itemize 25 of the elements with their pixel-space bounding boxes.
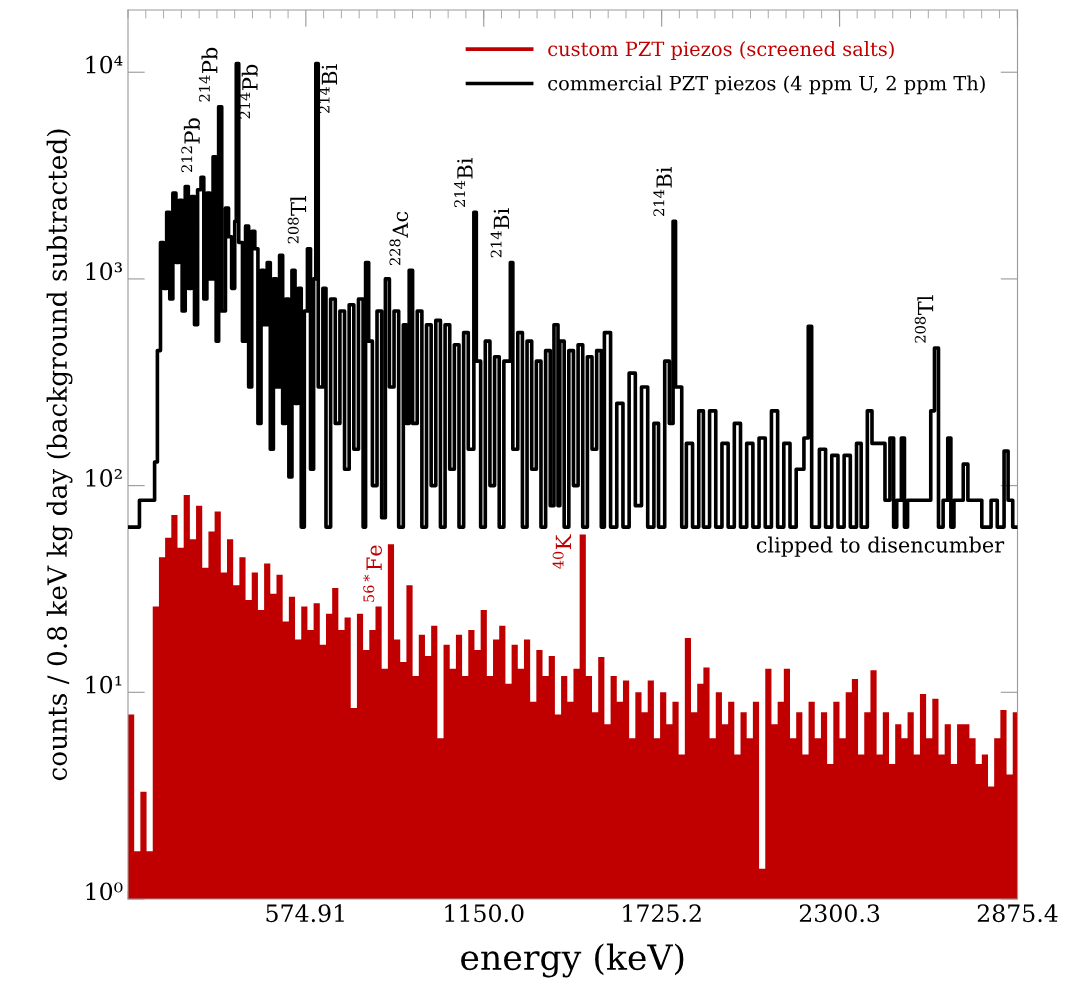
annotation: $^{214}$Bi — [653, 167, 672, 216]
legend-label: commercial PZT piezos (4 ppm U, 2 ppm Th) — [548, 75, 985, 95]
y-tick-label: 10⁴ — [86, 55, 123, 74]
y-tick-label: 10⁰ — [86, 882, 123, 901]
annotation: $^{40}$K — [552, 534, 571, 569]
annotation: $^{228}$Ac — [389, 211, 409, 266]
annotation: $^{56*}$Fe — [363, 545, 382, 602]
x-tick-label: 574.91 — [266, 904, 344, 923]
x-tick-label: 1150.0 — [445, 904, 524, 923]
annotation: $^{212}$Pb — [181, 118, 200, 173]
annotation: $^{214}$Bi — [454, 158, 473, 207]
y-axis-title: counts / 0.8 keV kg day (background subtracted) — [46, 129, 73, 781]
x-axis-title: energy (keV) — [461, 943, 684, 978]
annotation: clipped to disencumber — [756, 536, 1005, 557]
x-tick-label: 1725.2 — [623, 904, 701, 923]
x-tick-label: 2300.3 — [799, 904, 880, 923]
annotation: $^{214}$Bi — [490, 208, 510, 258]
legend-label: custom PZT piezos (screened salts) — [548, 41, 894, 60]
y-tick-label: 10³ — [86, 262, 122, 281]
y-tick-label: 10² — [86, 469, 122, 487]
annotation: $^{208}$Tl — [914, 295, 934, 343]
annotation: $^{208}$Tl — [287, 196, 307, 244]
y-tick-label: 10¹ — [86, 675, 122, 694]
annotation: $^{214}$Pb — [198, 47, 218, 102]
x-tick-label: 2875.4 — [977, 904, 1058, 923]
